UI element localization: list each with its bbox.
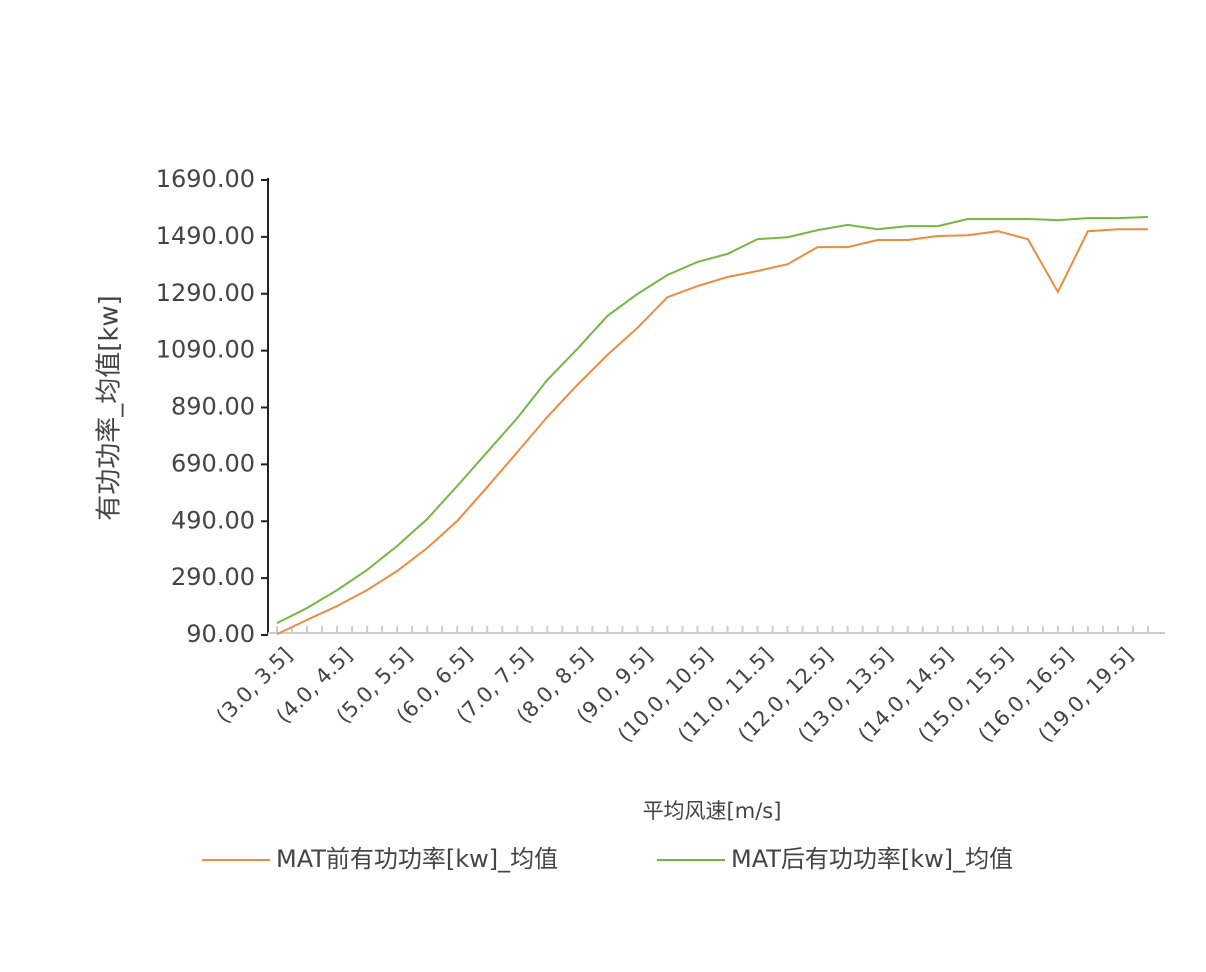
legend-label: MAT后有功功率[kw]_均值 bbox=[731, 845, 1013, 873]
y-tick-label: 690.00 bbox=[171, 449, 255, 477]
y-tick-label: 1290.00 bbox=[156, 279, 255, 307]
y-tick-label: 90.00 bbox=[186, 620, 255, 648]
y-tick-label: 890.00 bbox=[171, 393, 255, 421]
series-line bbox=[276, 228, 1148, 636]
y-tick-label: 1490.00 bbox=[156, 222, 255, 250]
y-axis-title: 有功功率_均值[kw] bbox=[95, 295, 125, 521]
legend-label: MAT前有功功率[kw]_均值 bbox=[276, 845, 558, 873]
y-tick-label: 1090.00 bbox=[156, 336, 255, 364]
series-line bbox=[276, 216, 1149, 624]
y-tick-label: 490.00 bbox=[171, 506, 255, 534]
x-axis-title: 平均风速[m/s] bbox=[643, 799, 782, 823]
y-tick-label: 1690.00 bbox=[156, 165, 255, 193]
y-tick-label: 290.00 bbox=[171, 563, 255, 591]
